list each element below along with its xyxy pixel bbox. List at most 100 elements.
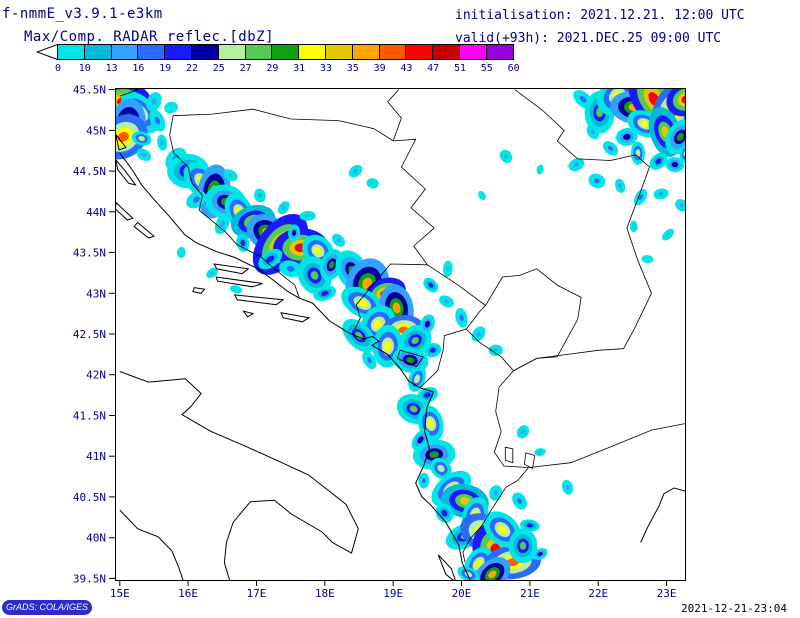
- radar-echo: [565, 484, 570, 490]
- radar-echo: [480, 193, 484, 198]
- colorbar-tick-label: 25: [212, 63, 225, 74]
- lat-tick-label: 42.5N: [73, 328, 106, 341]
- radar-echo: [503, 154, 509, 159]
- radar-echo: [427, 419, 434, 428]
- lat-tick-label: 41.5N: [73, 410, 106, 423]
- radar-echo: [594, 178, 600, 184]
- radar-echo: [645, 257, 650, 261]
- radar-echo: [590, 129, 595, 135]
- radar-echo: [526, 523, 534, 528]
- init-time-line: initialisation: 2021.12.21. 12:00 UTC: [455, 8, 745, 23]
- radar-echo: [417, 436, 424, 444]
- colorbar: [36, 44, 514, 60]
- border-path: [427, 264, 486, 306]
- coastline-path: [119, 371, 359, 580]
- island-path: [280, 312, 311, 323]
- lon-tick-label: 19E: [383, 587, 403, 600]
- coastline-path: [119, 509, 184, 580]
- radar-echo: [632, 224, 636, 229]
- radar-echo: [281, 205, 286, 210]
- border-path: [493, 370, 529, 468]
- radar-echo: [573, 162, 580, 167]
- map-frame: [115, 88, 686, 581]
- radar-echo: [154, 116, 161, 125]
- coastline-path: [640, 487, 685, 543]
- colorbar-segment: [485, 44, 514, 60]
- radar-echo: [257, 193, 262, 198]
- colorbar-tick-label: 13: [105, 63, 118, 74]
- grads-logo: GrADS: COLA/IGES: [2, 600, 92, 615]
- colorbar-tick-label: 33: [319, 63, 333, 74]
- radar-echo: [493, 348, 499, 353]
- radar-echo: [117, 131, 129, 143]
- radar-echo: [292, 230, 297, 236]
- border-path: [173, 108, 435, 330]
- border-path: [514, 89, 650, 192]
- radar-echo: [219, 220, 225, 228]
- radar-echo: [266, 255, 275, 263]
- island-path: [233, 294, 285, 306]
- colorbar-tick-label: 16: [132, 63, 145, 74]
- radar-echo: [520, 429, 526, 435]
- radar-echo: [192, 196, 200, 203]
- lat-tick-label: 43.5N: [73, 247, 106, 260]
- radar-echo: [665, 232, 671, 237]
- border-path: [169, 115, 300, 299]
- lon-tick-label: 17E: [247, 587, 267, 600]
- radar-echo: [328, 261, 335, 269]
- radar-echo: [679, 203, 684, 208]
- radar-echo: [681, 95, 685, 104]
- axis-layer: 45.5N 45N 44.5N 44N 43.5N 43N 42.5N 42N 41.5N 41N…: [73, 84, 677, 600]
- radar-echo: [151, 98, 157, 106]
- lat-tick-label: 44N: [86, 206, 106, 219]
- radar-echo: [160, 139, 164, 146]
- lat-tick-label: 39.5N: [73, 572, 106, 585]
- model-title: f-nmmE_v3.9.1-e3km: [2, 6, 163, 22]
- lat-tick-label: 40.5N: [73, 491, 106, 504]
- border-path: [462, 467, 529, 563]
- radar-echo: [681, 147, 685, 160]
- radar-echo: [607, 145, 614, 151]
- radar-echo: [443, 299, 450, 304]
- creation-timestamp: 2021-12-21-23:04: [681, 602, 787, 615]
- radar-echo: [409, 405, 418, 413]
- border-path: [465, 268, 582, 372]
- colorbar-tick-label: 35: [346, 63, 359, 74]
- radar-echo: [498, 525, 507, 534]
- lat-tick-label: 41N: [86, 450, 106, 463]
- island-path: [213, 263, 250, 275]
- radar-echo: [366, 356, 372, 364]
- radar-echo: [138, 136, 146, 141]
- colorbar-tick-label: 22: [185, 63, 199, 74]
- radar-echo: [320, 290, 329, 296]
- island-path: [242, 310, 255, 318]
- radar-echo: [353, 168, 358, 174]
- radar-echo: [655, 158, 662, 165]
- lake-path: [504, 446, 514, 464]
- radar-echo: [384, 341, 392, 352]
- radar-echo: [537, 552, 543, 556]
- lon-tick-label: 22E: [588, 587, 608, 600]
- radar-echo: [538, 450, 543, 454]
- radar-echo: [579, 96, 587, 103]
- radar-echo: [141, 152, 147, 157]
- border-path: [119, 89, 139, 97]
- colorbar-tick-label: 47: [427, 63, 440, 74]
- radar-echo: [519, 541, 527, 550]
- colorbar-tick-label: 31: [293, 63, 306, 74]
- colorbar-tick-label: 43: [400, 63, 413, 74]
- radar-echo: [623, 133, 631, 140]
- radar-echo: [392, 302, 401, 314]
- lat-tick-label: 45N: [86, 124, 106, 137]
- lake-path: [523, 452, 536, 470]
- radar-echo: [446, 266, 450, 272]
- valid-time-line: valid(+93h): 2021.DEC.25 09:00 UTC: [455, 31, 722, 46]
- radar-echo: [676, 132, 684, 141]
- colorbar-tick-label: 55: [480, 63, 493, 74]
- radar-echo: [411, 336, 419, 345]
- colorbar-tick-label: 39: [373, 63, 386, 74]
- colorbar-tick-label: 29: [266, 63, 279, 74]
- product-title: Max/Comp. RADAR reflec.[dbZ]: [24, 29, 275, 45]
- border-path: [528, 423, 685, 468]
